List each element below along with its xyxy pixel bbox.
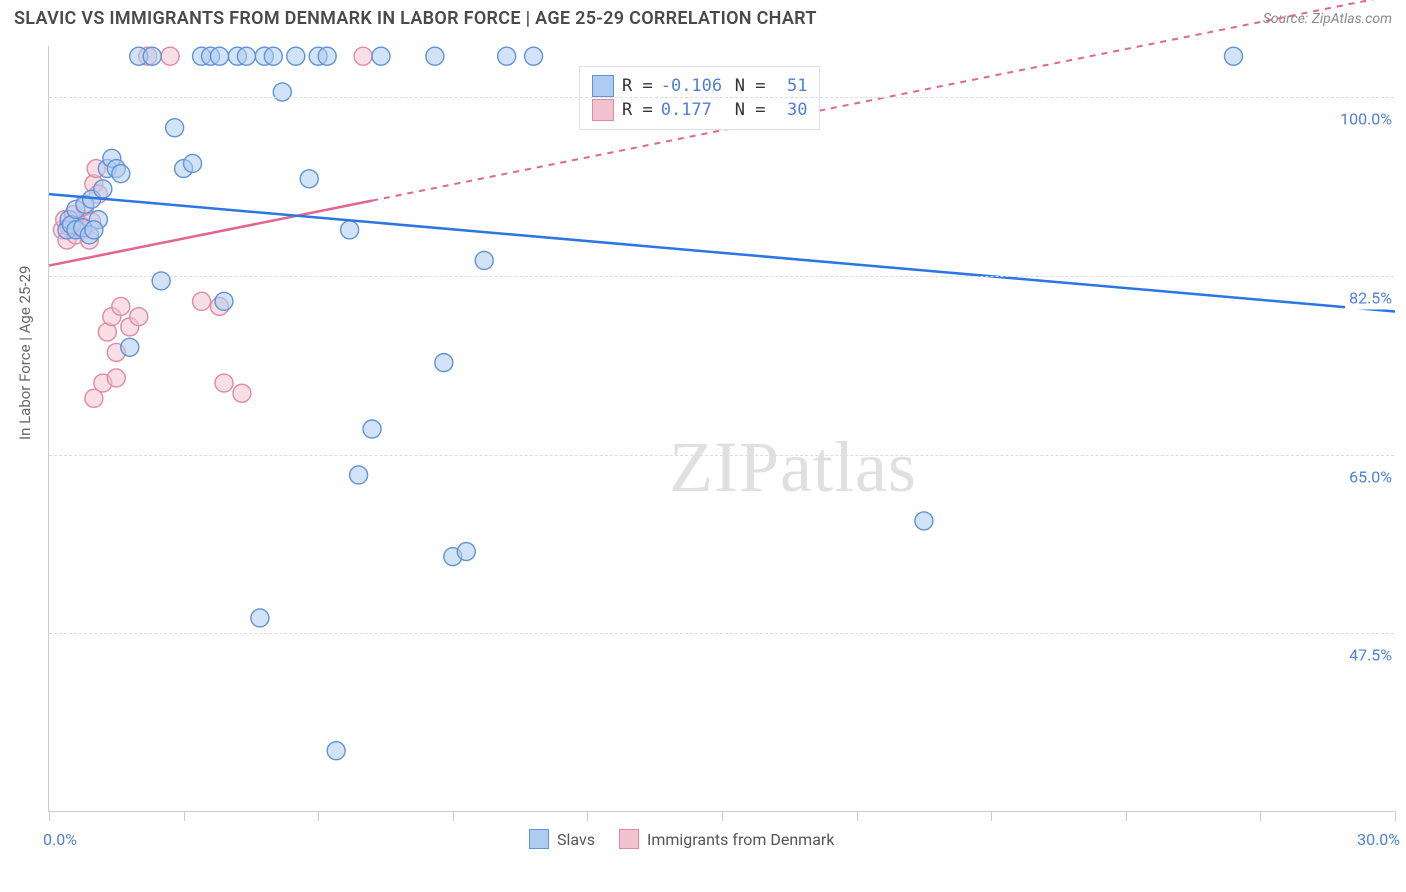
x-tick (318, 811, 319, 821)
blue-point (210, 47, 228, 65)
blue-point (457, 543, 475, 561)
blue-point (143, 47, 161, 65)
series-label-pink: Immigrants from Denmark (647, 830, 834, 849)
chart-title: SLAVIC VS IMMIGRANTS FROM DENMARK IN LAB… (14, 8, 817, 29)
blue-point (327, 742, 345, 760)
blue-point (112, 165, 130, 183)
y-tick-label: 100.0% (1336, 108, 1396, 131)
legend-swatch-pink (592, 99, 614, 121)
legend-n-label-pink: N = (735, 100, 766, 120)
blue-point (525, 47, 543, 65)
y-tick-label: 47.5% (1345, 644, 1396, 667)
blue-point (915, 512, 933, 530)
blue-point (372, 47, 390, 65)
series-legend: Slavs Immigrants from Denmark (529, 829, 834, 849)
blue-point (215, 292, 233, 310)
gridline (49, 633, 1394, 634)
pink-point (354, 47, 372, 65)
blue-point (166, 119, 184, 137)
blue-point (94, 180, 112, 198)
blue-point (251, 609, 269, 627)
blue-point (152, 272, 170, 290)
x-tick (49, 811, 50, 821)
x-tick (1260, 811, 1261, 821)
blue-trend-solid (49, 194, 1395, 311)
legend-r-value-blue: -0.106 (661, 76, 727, 96)
x-tick (184, 811, 185, 821)
legend-row-blue: R = -0.106 N = 51 (592, 75, 807, 97)
blue-point (287, 47, 305, 65)
pink-point (215, 374, 233, 392)
legend-r-label-blue: R = (622, 76, 653, 96)
blue-point (341, 221, 359, 239)
blue-point (475, 251, 493, 269)
blue-point (363, 420, 381, 438)
legend-n-value-pink: 30 (773, 100, 807, 120)
x-tick (991, 811, 992, 821)
series-label-blue: Slavs (557, 830, 595, 849)
x-tick (453, 811, 454, 821)
pink-point (112, 297, 130, 315)
blue-point (426, 47, 444, 65)
legend-r-label-pink: R = (622, 100, 653, 120)
chart-plot-area: ZIPatlas R = -0.106 N = 51 R = 0.177 N =… (48, 46, 1394, 812)
series-legend-pink: Immigrants from Denmark (619, 829, 834, 849)
y-tick-label: 65.0% (1345, 465, 1396, 488)
gridline (49, 276, 1394, 277)
series-swatch-blue (529, 829, 549, 849)
blue-point (350, 466, 368, 484)
blue-point (237, 47, 255, 65)
x-tick (1126, 811, 1127, 821)
series-legend-blue: Slavs (529, 829, 595, 849)
blue-point (85, 221, 103, 239)
pink-point (233, 384, 251, 402)
legend-swatch-blue (592, 75, 614, 97)
legend-r-value-pink: 0.177 (661, 100, 727, 120)
x-tick (587, 811, 588, 821)
x-tick (722, 811, 723, 821)
y-axis-title: In Labor Force | Age 25-29 (16, 266, 34, 440)
pink-point (193, 292, 211, 310)
blue-point (184, 154, 202, 172)
pink-point (161, 47, 179, 65)
blue-point (435, 354, 453, 372)
pink-point (107, 369, 125, 387)
blue-point (273, 83, 291, 101)
x-tick (857, 811, 858, 821)
blue-point (300, 170, 318, 188)
y-tick-label: 82.5% (1345, 286, 1396, 309)
x-tick (1395, 811, 1396, 821)
blue-point (264, 47, 282, 65)
blue-point (121, 338, 139, 356)
blue-point (1224, 47, 1242, 65)
legend-n-label-blue: N = (735, 76, 766, 96)
pink-point (130, 308, 148, 326)
x-min-label: 0.0% (43, 830, 77, 849)
gridline (49, 455, 1394, 456)
blue-point (498, 47, 516, 65)
blue-point (318, 47, 336, 65)
scatter-svg (49, 46, 1394, 811)
pink-point (85, 389, 103, 407)
x-max-label: 30.0% (1357, 830, 1400, 849)
gridline (49, 97, 1394, 98)
series-swatch-pink (619, 829, 639, 849)
legend-n-value-blue: 51 (773, 76, 807, 96)
legend-row-pink: R = 0.177 N = 30 (592, 99, 807, 121)
